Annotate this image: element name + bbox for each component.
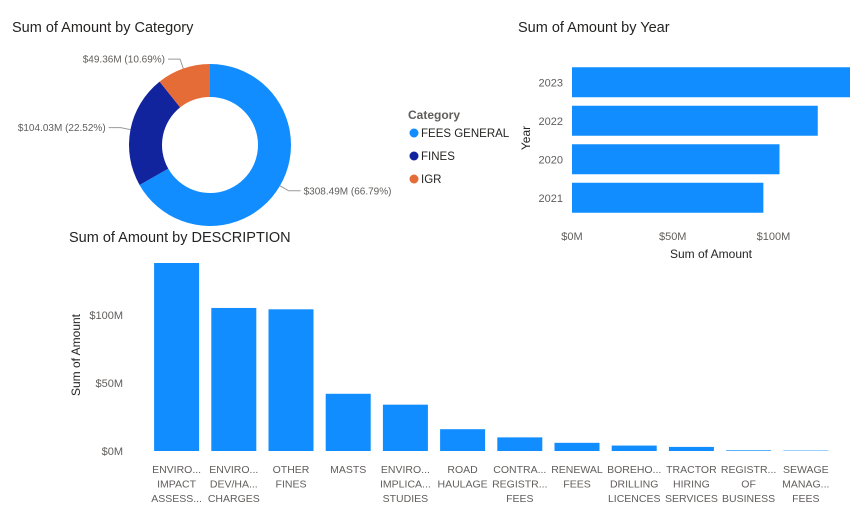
description-bar-chart-svg: ENVIRO... IMPACT ASSESS... ENVIRO... DEV/HA.… bbox=[69, 263, 829, 505]
category-donut-visual: Sum of Amount by Category $308.49M (66.7… bbox=[0, 0, 510, 232]
description-y-tick-label: $50M bbox=[95, 378, 123, 390]
description-tick-label: BOREHO... bbox=[607, 464, 661, 476]
description-tick-label: OTHER bbox=[273, 464, 310, 476]
description-tick-label: RENEWAL bbox=[551, 464, 603, 476]
donut-chart-title: Sum of Amount by Category bbox=[12, 20, 194, 36]
description-tick-label: IMPACT bbox=[157, 479, 196, 491]
description-tick-label: MANAG... bbox=[782, 479, 829, 491]
donut-leader-line bbox=[108, 127, 131, 131]
description-bar bbox=[268, 309, 314, 451]
description-bar bbox=[325, 393, 371, 451]
description-chart-title: Sum of Amount by DESCRIPTION bbox=[69, 230, 291, 246]
year-x-axis-label: Sum of Amount bbox=[670, 247, 753, 261]
year-bar bbox=[572, 144, 780, 175]
description-tick-label: CONTRA... bbox=[493, 464, 546, 476]
legend-title: Category bbox=[408, 108, 460, 122]
description-tick-label: SEWAGE bbox=[783, 464, 829, 476]
legend-marker-igr bbox=[409, 174, 419, 184]
donut-slice-fines bbox=[129, 81, 181, 185]
year-tick-label: 2022 bbox=[539, 116, 563, 128]
description-tick-label: FEES bbox=[792, 493, 819, 505]
description-y-axis-label: Sum of Amount bbox=[69, 313, 83, 396]
description-bar bbox=[668, 446, 714, 451]
description-tick-label: HIRING bbox=[673, 479, 710, 491]
description-bar-visual: Sum of Amount by DESCRIPTION ENVIRO... IM… bbox=[0, 228, 862, 510]
donut-data-label: $308.49M (66.79%) bbox=[304, 186, 392, 197]
donut-chart-svg: $308.49M (66.79%) $104.03M (22.52%) $49.36… bbox=[18, 55, 510, 226]
description-tick-label: MASTS bbox=[330, 464, 366, 476]
donut-slice-igr bbox=[159, 64, 210, 108]
legend-marker-fees-general bbox=[409, 128, 419, 138]
description-tick-label: ENVIRO... bbox=[381, 464, 430, 476]
donut-slice-fees-general bbox=[139, 64, 292, 226]
year-bar bbox=[572, 67, 850, 98]
description-tick-label: FEES bbox=[506, 493, 533, 505]
year-tick-label: 2023 bbox=[539, 77, 563, 89]
year-bar-visual: Sum of Amount by Year 2023 2022 2020 2021 $0… bbox=[505, 0, 862, 265]
description-bar bbox=[726, 450, 772, 451]
year-bar bbox=[572, 105, 818, 136]
year-chart-title: Sum of Amount by Year bbox=[518, 20, 670, 36]
description-tick-label: REGISTR... bbox=[721, 464, 776, 476]
description-tick-label: ENVIRO... bbox=[209, 464, 258, 476]
year-bar-chart-svg: 2023 2022 2020 2021 $0M $50M $100M Sum of Amoun… bbox=[519, 67, 850, 261]
description-tick-label: FINES bbox=[276, 479, 307, 491]
year-x-tick-label: $100M bbox=[757, 231, 791, 243]
description-tick-label: OF bbox=[741, 479, 756, 491]
description-tick-label: DRILLING bbox=[610, 479, 658, 491]
year-x-tick-label: $50M bbox=[659, 231, 687, 243]
donut-leader-line bbox=[168, 58, 184, 69]
description-y-tick-label: $0M bbox=[102, 446, 123, 458]
description-bar bbox=[154, 263, 200, 451]
legend-label: FEES GENERAL bbox=[421, 128, 510, 140]
description-tick-label: IMPLICA... bbox=[380, 479, 431, 491]
description-tick-label: STUDIES bbox=[383, 493, 429, 505]
year-y-axis-label: Year bbox=[519, 126, 533, 150]
description-tick-label: BUSINESS bbox=[722, 493, 775, 505]
legend-label: IGR bbox=[421, 174, 441, 186]
description-tick-label: FEES bbox=[563, 479, 590, 491]
description-bar bbox=[440, 429, 486, 451]
description-tick-label: SERVICES bbox=[665, 493, 718, 505]
description-tick-label: CHARGES bbox=[208, 493, 260, 505]
description-tick-label: LICENCES bbox=[608, 493, 661, 505]
description-tick-label: DEV/HA... bbox=[210, 479, 258, 491]
donut-data-label: $104.03M (22.52%) bbox=[18, 123, 106, 134]
year-x-tick-label: $0M bbox=[561, 231, 582, 243]
description-tick-label: TRACTOR bbox=[666, 464, 717, 476]
description-tick-label: REGISTR... bbox=[492, 479, 547, 491]
description-bar bbox=[497, 437, 543, 451]
donut-data-label: $49.36M (10.69%) bbox=[83, 55, 165, 66]
legend-label: FINES bbox=[421, 151, 455, 163]
description-bar bbox=[382, 404, 428, 451]
year-tick-label: 2021 bbox=[539, 193, 563, 205]
year-bar bbox=[572, 182, 764, 213]
description-tick-label: HAULAGE bbox=[438, 479, 488, 491]
year-tick-label: 2020 bbox=[539, 154, 563, 166]
description-bar bbox=[211, 307, 257, 451]
description-tick-label: ENVIRO... bbox=[152, 464, 201, 476]
description-tick-label: ASSESS... bbox=[151, 493, 202, 505]
donut-leader-line bbox=[279, 185, 301, 192]
description-bar bbox=[554, 442, 600, 451]
description-y-tick-label: $100M bbox=[89, 310, 123, 322]
legend-marker-fines bbox=[409, 151, 419, 161]
description-tick-label: ROAD bbox=[447, 464, 478, 476]
description-bar bbox=[611, 445, 657, 451]
